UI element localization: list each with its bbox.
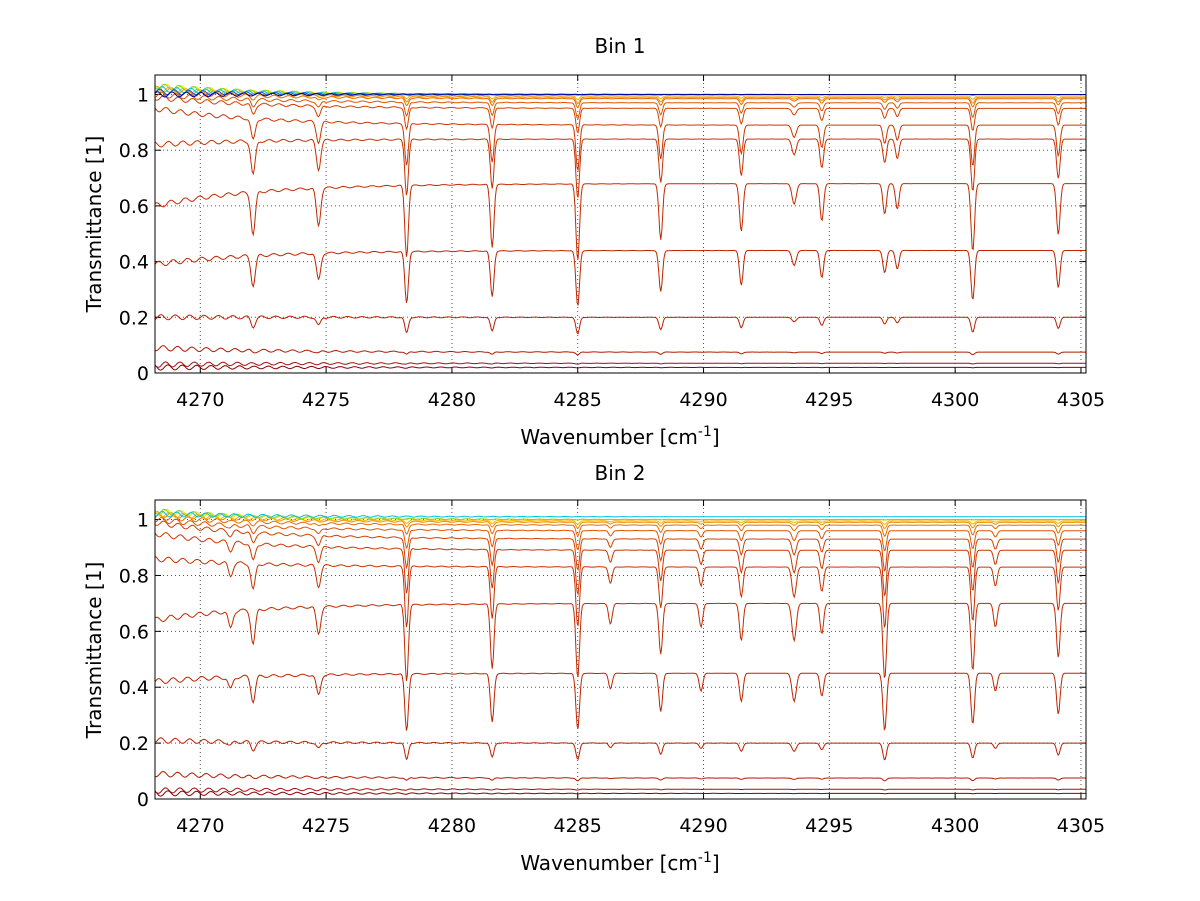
x-axis-label: Wavenumber [cm-1]: [520, 424, 719, 449]
x-tick-label: 4270: [176, 815, 224, 837]
x-tick-label: 4275: [302, 389, 350, 411]
x-axis-label: Wavenumber [cm-1]: [520, 850, 719, 875]
x-tick-label: 4280: [428, 389, 476, 411]
x-tick-label: 4295: [805, 815, 853, 837]
series-line-t4: [154, 314, 1086, 335]
x-tick-label: 4275: [302, 815, 350, 837]
y-tick-label: 1: [137, 510, 149, 532]
y-tick-label: 0.8: [119, 565, 149, 587]
series-line-t18: [154, 91, 1086, 98]
series-line-t12: [154, 510, 1086, 529]
y-tick-label: 0.4: [119, 677, 149, 699]
series-line-t9: [154, 95, 1086, 134]
y-tick-label: 0: [137, 789, 149, 811]
x-tick-label: 4280: [428, 815, 476, 837]
y-tick-label: 0: [137, 363, 149, 385]
y-tick-label: 0.2: [119, 307, 149, 329]
x-tick-labels: 4270 4275 4280 4285 4290 4295 4300 4305: [176, 815, 1105, 837]
y-tick-label: 0.6: [119, 621, 149, 643]
series-line-t6: [154, 183, 1086, 260]
series-line-t1: [154, 364, 1086, 371]
chart-title: Bin 2: [594, 461, 645, 485]
series-line-t9: [154, 520, 1086, 572]
series-line-t11: [154, 88, 1086, 109]
series-line-t1: [154, 790, 1086, 797]
x-tick-label: 4290: [679, 815, 727, 837]
series-line-t5: [154, 249, 1086, 306]
axes-bin-2: Bin 2 4270 4275 4280 4285 4290 4295 4300 4305 0…: [82, 461, 1105, 875]
series-line-t7: [154, 138, 1086, 198]
y-tick-label: 0.8: [119, 140, 149, 162]
series-group: [154, 508, 1086, 797]
y-tick-labels: 0 0.2 0.4 0.6 0.8 1: [119, 84, 149, 385]
series-group: [154, 83, 1087, 371]
x-tick-label: 4305: [1057, 815, 1105, 837]
series-line-t13: [154, 510, 1086, 525]
series-line-t3: [154, 345, 1086, 356]
x-tick-labels: 4270 4275 4280 4285 4290 4295 4300 4305: [176, 389, 1105, 411]
x-tick-label: 4305: [1057, 389, 1105, 411]
y-tick-label: 0.4: [119, 252, 149, 274]
series-line-t10: [154, 91, 1087, 120]
series-line-t5: [154, 672, 1086, 732]
x-tick-label: 4295: [805, 389, 853, 411]
series-line-t16: [154, 510, 1086, 518]
series-line-t12: [154, 85, 1086, 105]
x-tick-label: 4285: [554, 815, 602, 837]
y-tick-label: 1: [137, 84, 149, 106]
y-tick-label: 0.2: [119, 733, 149, 755]
x-tick-label: 4300: [931, 815, 979, 837]
series-line-t2: [154, 787, 1086, 794]
x-tick-label: 4290: [679, 389, 727, 411]
series-line-t7: [154, 555, 1086, 629]
y-axis-label: Transmittance [1]: [82, 562, 106, 740]
series-line-t8: [154, 532, 1086, 597]
series-line-t3: [154, 770, 1086, 782]
axes-frame: [154, 499, 1087, 800]
series-line-t6: [154, 602, 1086, 682]
series-line-t15: [154, 508, 1086, 521]
axes-bin-1: Bin 1 4270 4275 4280 4285 4290 4295 4300 4305 0…: [82, 34, 1105, 449]
y-tick-label: 0.6: [119, 196, 149, 218]
y-tick-labels: 0 0.2 0.4 0.6 0.8 1: [119, 510, 149, 811]
series-line-t8: [154, 107, 1086, 172]
axes-frame: [154, 74, 1087, 374]
x-tick-label: 4270: [176, 389, 224, 411]
x-tick-label: 4285: [554, 389, 602, 411]
series-line-t11: [154, 513, 1086, 537]
series-line-t4: [154, 737, 1086, 761]
series-line-t10: [154, 517, 1086, 552]
x-tick-label: 4300: [931, 389, 979, 411]
y-axis-label: Transmittance [1]: [82, 136, 106, 314]
chart-title: Bin 1: [594, 34, 645, 58]
series-line-t2: [154, 361, 1086, 368]
